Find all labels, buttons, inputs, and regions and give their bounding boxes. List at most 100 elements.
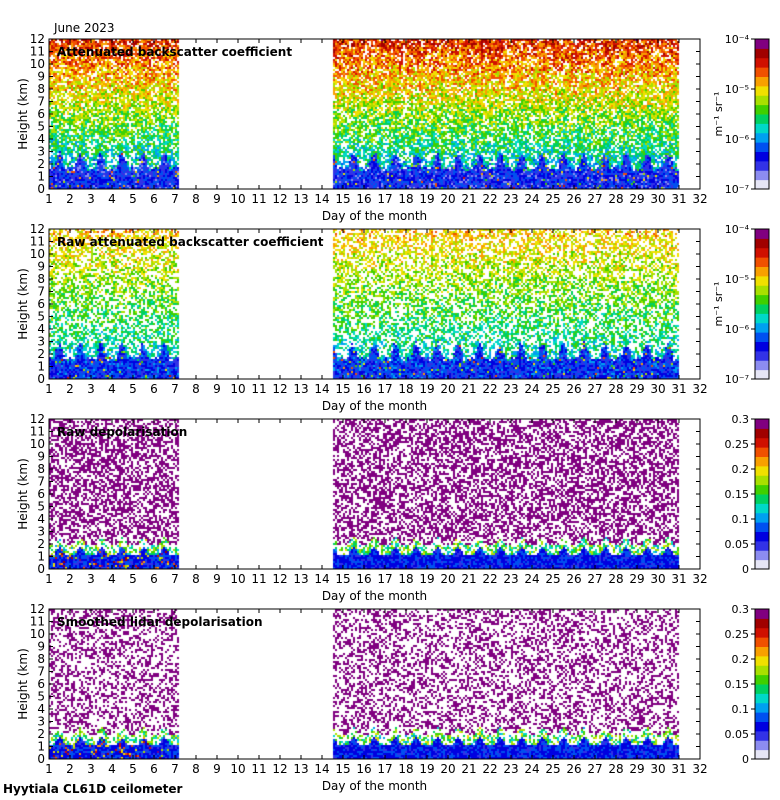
x-tick-label: 3 bbox=[87, 382, 95, 396]
y-tick-label: 4 bbox=[37, 322, 45, 336]
colorbar-segment bbox=[755, 740, 769, 751]
colorbar-tick-label: 10⁻⁵ bbox=[725, 83, 749, 96]
x-tick-label: 32 bbox=[692, 762, 707, 776]
colorbar-segment bbox=[755, 494, 769, 504]
x-tick-label: 27 bbox=[587, 762, 602, 776]
x-tick-label: 29 bbox=[629, 192, 644, 206]
x-tick-label: 18 bbox=[398, 762, 413, 776]
x-tick-label: 18 bbox=[398, 572, 413, 586]
x-tick-label: 28 bbox=[608, 572, 623, 586]
x-tick-label: 25 bbox=[545, 382, 560, 396]
x-axis-label: Day of the month bbox=[322, 589, 427, 603]
y-tick-label: 10 bbox=[30, 57, 45, 71]
x-tick-label: 19 bbox=[419, 572, 434, 586]
colorbar-tick-label: 0 bbox=[742, 753, 749, 766]
colorbar-segment bbox=[755, 712, 769, 722]
colorbar-segment bbox=[755, 437, 769, 448]
colorbar-segment bbox=[755, 550, 769, 561]
panel-title: Raw depolarisation bbox=[57, 425, 187, 439]
x-tick-label: 7 bbox=[171, 762, 179, 776]
x-tick-label: 29 bbox=[629, 382, 644, 396]
x-tick-label: 27 bbox=[587, 192, 602, 206]
x-tick-label: 19 bbox=[419, 192, 434, 206]
colorbar-segment bbox=[755, 484, 769, 495]
x-tick-label: 14 bbox=[314, 192, 329, 206]
colorbar: 10⁻⁷ 10⁻⁶ 10⁻⁵ 10⁻⁴ m⁻¹ sr⁻¹ bbox=[712, 223, 770, 386]
y-tick-label: 1 bbox=[37, 170, 45, 184]
x-tick-label: 22 bbox=[482, 192, 497, 206]
y-tick-label: 9 bbox=[37, 640, 45, 654]
x-tick-label: 9 bbox=[213, 762, 221, 776]
y-tick-label: 5 bbox=[37, 500, 45, 514]
x-tick-label: 4 bbox=[108, 382, 116, 396]
colorbar-segment bbox=[755, 322, 769, 333]
x-tick-label: 12 bbox=[272, 572, 287, 586]
colorbar-segment bbox=[755, 522, 769, 532]
y-tick-label: 11 bbox=[30, 615, 45, 629]
x-tick-label: 2 bbox=[66, 382, 74, 396]
x-tick-label: 15 bbox=[335, 382, 350, 396]
x-tick-label: 31 bbox=[671, 382, 686, 396]
x-tick-label: 14 bbox=[314, 382, 329, 396]
x-tick-label: 6 bbox=[150, 762, 158, 776]
colorbar-tick-label: 0.05 bbox=[725, 538, 750, 551]
heatmap-cells bbox=[49, 609, 700, 759]
panel-title: Raw attenuated backscatter coefficient bbox=[57, 235, 324, 249]
x-tick-label: 13 bbox=[293, 762, 308, 776]
colorbar-tick-label: 0.2 bbox=[732, 463, 750, 476]
x-tick-label: 7 bbox=[171, 192, 179, 206]
chart-panel-4: 1 2 3 4 5 6 7 8 9 10 11 12 13 14 15 16 17 18 19 20 21 22 23 24 2… bbox=[16, 602, 770, 793]
colorbar-segment bbox=[755, 627, 769, 638]
colorbar-segment bbox=[755, 67, 769, 77]
colorbar-segment bbox=[755, 247, 769, 258]
colorbar-segment bbox=[755, 257, 769, 267]
x-tick-label: 29 bbox=[629, 572, 644, 586]
colorbar-tick-label: 0.05 bbox=[725, 728, 750, 741]
y-tick-label: 8 bbox=[37, 462, 45, 476]
x-tick-label: 15 bbox=[335, 572, 350, 586]
y-tick-label: 8 bbox=[37, 652, 45, 666]
y-tick-label: 9 bbox=[37, 450, 45, 464]
colorbar-segment bbox=[755, 170, 769, 181]
x-tick-label: 11 bbox=[251, 192, 266, 206]
y-tick-label: 11 bbox=[30, 425, 45, 439]
colorbar-segment bbox=[755, 341, 769, 352]
x-tick-label: 32 bbox=[692, 382, 707, 396]
x-tick-label: 9 bbox=[213, 382, 221, 396]
x-tick-label: 23 bbox=[503, 572, 518, 586]
x-tick-label: 20 bbox=[440, 762, 455, 776]
x-tick-label: 15 bbox=[335, 192, 350, 206]
colorbar-segment bbox=[755, 531, 769, 542]
y-tick-label: 12 bbox=[30, 412, 45, 426]
colorbar-segment bbox=[755, 618, 769, 629]
colorbar-segment bbox=[755, 142, 769, 152]
colorbar-unit-label: m⁻¹ sr⁻¹ bbox=[712, 282, 725, 327]
colorbar-segment bbox=[755, 749, 769, 760]
x-tick-label: 28 bbox=[608, 382, 623, 396]
x-tick-label: 22 bbox=[482, 762, 497, 776]
x-tick-label: 2 bbox=[66, 762, 74, 776]
y-tick-label: 0 bbox=[37, 372, 45, 386]
x-tick-label: 17 bbox=[377, 762, 392, 776]
x-tick-label: 1 bbox=[45, 192, 53, 206]
colorbar-tick-label: 0.3 bbox=[732, 413, 750, 426]
x-axis-label: Day of the month bbox=[322, 399, 427, 413]
x-tick-label: 23 bbox=[503, 382, 518, 396]
y-tick-label: 1 bbox=[37, 550, 45, 564]
colorbar-segment bbox=[755, 39, 769, 49]
x-tick-label: 10 bbox=[230, 762, 245, 776]
x-tick-label: 17 bbox=[377, 192, 392, 206]
y-tick-label: 5 bbox=[37, 310, 45, 324]
x-tick-label: 5 bbox=[129, 382, 137, 396]
colorbar-frame bbox=[754, 38, 770, 190]
colorbar-tick-label: 10⁻⁵ bbox=[725, 273, 749, 286]
x-tick-label: 11 bbox=[251, 572, 266, 586]
x-tick-label: 30 bbox=[650, 762, 665, 776]
y-tick-label: 8 bbox=[37, 82, 45, 96]
y-tick-label: 3 bbox=[37, 335, 45, 349]
colorbar-segment bbox=[755, 693, 769, 704]
x-tick-label: 15 bbox=[335, 762, 350, 776]
x-tick-label: 1 bbox=[45, 572, 53, 586]
x-tick-label: 9 bbox=[213, 572, 221, 586]
